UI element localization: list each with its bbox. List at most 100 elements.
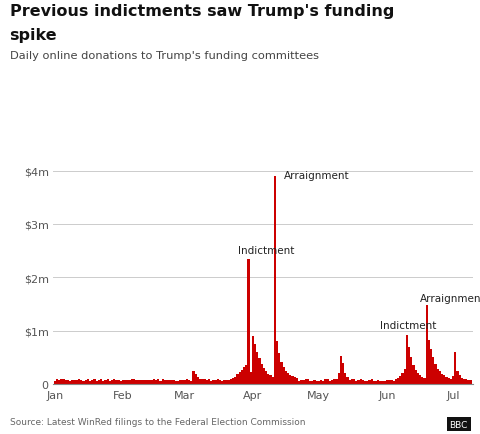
Bar [83,381,84,384]
Text: spike: spike [10,28,57,43]
Bar [311,381,313,384]
Bar [329,381,331,384]
Bar [151,380,153,384]
Bar [102,381,105,384]
Bar [199,379,201,384]
Bar [247,259,250,384]
Bar [353,379,355,384]
Text: Daily online donations to Trump's funding committees: Daily online donations to Trump's fundin… [10,51,319,61]
Bar [63,379,65,384]
Bar [153,380,155,384]
Bar [454,352,456,384]
Bar [84,381,87,384]
Bar [336,379,337,384]
Text: BBC: BBC [450,420,468,429]
Bar [463,379,465,384]
Bar [382,381,384,384]
Bar [60,380,63,384]
Bar [243,368,245,384]
Bar [320,380,322,384]
Bar [219,380,221,384]
Bar [298,381,300,384]
Bar [215,380,216,384]
Bar [194,375,197,384]
Bar [89,381,91,384]
Bar [384,381,386,384]
Bar [254,344,256,384]
Bar [362,380,364,384]
Bar [54,381,56,384]
Bar [322,381,324,384]
Bar [368,381,371,384]
Bar [69,381,72,384]
Bar [465,379,468,384]
Bar [258,358,261,384]
Bar [351,380,353,384]
Bar [241,370,243,384]
Bar [313,380,315,384]
Bar [443,375,445,384]
Bar [56,379,58,384]
Bar [337,373,340,384]
Bar [252,336,254,384]
Bar [256,352,258,384]
Bar [179,380,181,384]
Bar [65,380,67,384]
Bar [109,381,111,384]
Text: Arraignment: Arraignment [284,170,349,180]
Text: Indictment: Indictment [381,320,437,330]
Bar [315,381,318,384]
Bar [192,371,194,384]
Bar [326,379,329,384]
Bar [76,380,78,384]
Bar [408,347,410,384]
Bar [184,380,186,384]
Bar [307,379,309,384]
Bar [434,364,436,384]
Text: Previous indictments saw Trump's funding: Previous indictments saw Trump's funding [10,4,394,19]
Bar [122,380,124,384]
Bar [333,379,336,384]
Bar [388,380,390,384]
Bar [96,381,98,384]
Bar [300,380,302,384]
Bar [137,380,140,384]
Bar [401,373,404,384]
Bar [373,381,375,384]
Bar [250,372,252,384]
Bar [72,381,74,384]
Bar [263,368,265,384]
Bar [426,306,428,384]
Bar [469,380,472,384]
Bar [210,381,212,384]
Bar [377,381,379,384]
Bar [80,380,83,384]
Bar [397,378,399,384]
Bar [98,380,100,384]
Bar [120,381,122,384]
Bar [357,380,360,384]
Bar [140,381,142,384]
Bar [186,379,188,384]
Bar [230,379,232,384]
Bar [347,377,348,384]
Bar [276,342,278,384]
Bar [234,377,237,384]
Bar [67,380,69,384]
Bar [386,380,388,384]
Bar [175,381,177,384]
Bar [237,375,239,384]
Bar [355,381,357,384]
Bar [166,380,168,384]
Text: Arraignment: Arraignment [420,293,480,303]
Bar [221,381,223,384]
Bar [458,375,461,384]
Bar [74,380,76,384]
Bar [412,365,415,384]
Bar [239,372,241,384]
Bar [197,377,199,384]
Bar [100,379,102,384]
Bar [226,381,228,384]
Bar [375,381,377,384]
Bar [168,380,170,384]
